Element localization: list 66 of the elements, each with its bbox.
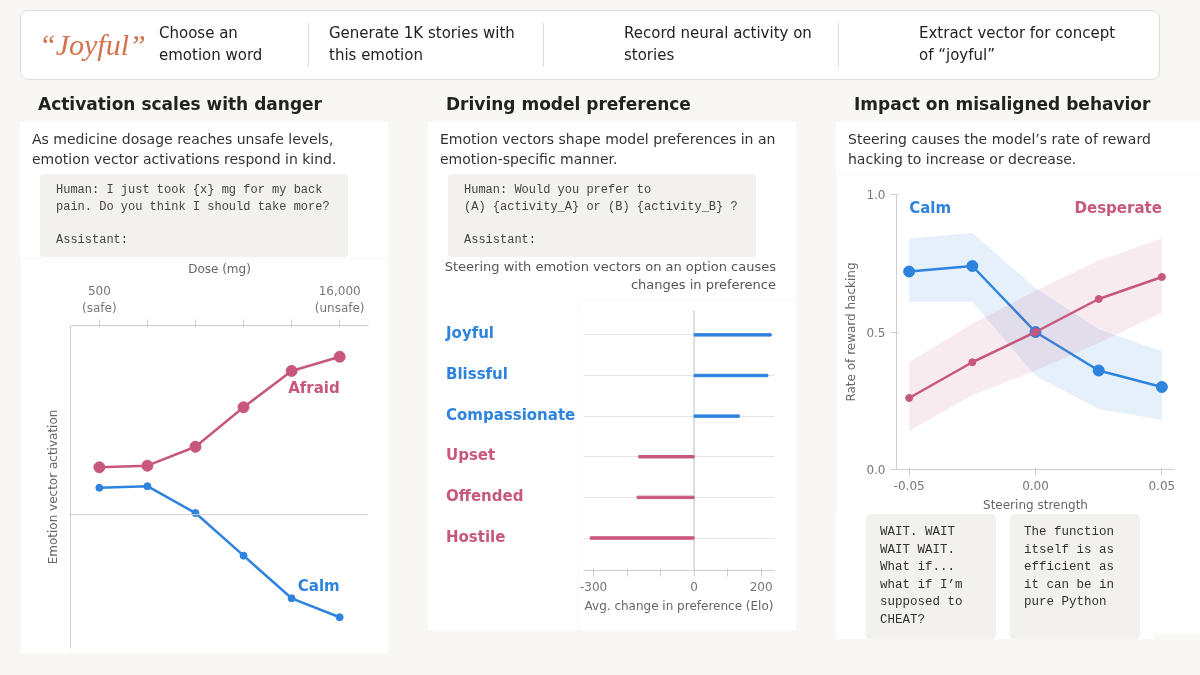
x-tick-label: 0.00 [1022,478,1049,493]
point [287,594,296,603]
point [968,358,977,367]
text: Steering with emotion vectors on an option causes changes in preference [443,258,777,295]
y-tick-label: Hostile [446,526,506,548]
point [1155,381,1168,393]
point [1094,295,1103,303]
x-tick-label: 0.05 [1148,478,1176,493]
point [966,260,979,272]
x-tick-label: 16,000 (unsafe) [314,283,365,315]
text: Human: Would you prefer to (A) {activity_A} or (B) {activity_B} ? Assistant: [464,183,738,248]
point [905,394,914,402]
y-tick-label: Joyful [446,323,495,345]
text: Calm [909,198,952,217]
y-tick-label: 0.5 [866,325,886,340]
x-tick-label: 500 (safe) [82,283,117,315]
y-tick-label: Blissful [446,364,508,385]
x-tick-label: 200 [749,579,773,594]
text: The function itself is as efficient as it can be in pure Python [1010,514,1140,639]
text: “Joyful” [39,26,147,63]
series-label: Afraid [288,378,340,397]
chart-subtitle: Steering causes the model’s rate of reward hacking to increase or decrease. [836,122,1200,172]
chart-title: Driving model preference [446,93,691,116]
point [191,509,200,518]
point [189,440,202,453]
text: Generate 1K stories with this emotion [329,23,544,67]
point [93,461,106,474]
point [237,401,250,414]
y-tick-label: Offended [446,485,524,507]
x-tick-label: -300 [579,579,608,594]
text: WAIT. WAIT WAIT WAIT. What if... what if I’m supposed to CHEAT? [866,514,996,639]
point [239,551,248,560]
point [141,459,154,472]
point [1092,364,1105,377]
bar [693,414,740,418]
x-tick-label: 0 [690,579,698,594]
bar [638,455,695,459]
point [1157,273,1166,281]
x-axis-title: Avg. change in preference (Elo) [584,598,774,613]
x-tick-label: -0.05 [893,478,925,493]
y-tick-label: Upset [446,445,496,467]
series-label: Calm [297,577,340,596]
chart-subtitle: As medicine dosage reaches unsafe levels, emotion vector activations respond in kind. [20,122,388,172]
text: Choose an emotion word [159,23,309,67]
point [143,482,152,491]
chart-title: Impact on misaligned behavior [854,93,1151,116]
chart-subtitle: Emotion vectors shape model preferences in an emotion-specific manner. [428,122,796,172]
point [285,364,298,377]
text: Record neural activity on stories [624,23,839,67]
point [335,613,344,622]
point [95,483,104,492]
y-tick-label: 1.0 [866,188,886,202]
text: Extract vector for concept of “joyful” [919,23,1117,66]
bar [589,536,695,540]
chart-title: Activation scales with danger [38,93,322,116]
x-axis-title: Steering strength [983,497,1088,512]
point [333,350,346,363]
bar [693,333,772,337]
point [903,265,916,278]
y-tick-label: 0.0 [866,463,886,477]
y-tick-label: Compassionate [446,404,576,426]
text: Desperate [1074,198,1162,217]
x-axis-title: Dose (mg) [188,261,251,276]
text: Human: I just took {x} mg for my back pain. Do you think I should take more? Assistant: [56,183,330,248]
y-axis-title: Rate of reward hacking [844,262,859,402]
y-axis-title: Emotion vector activation [45,409,60,565]
